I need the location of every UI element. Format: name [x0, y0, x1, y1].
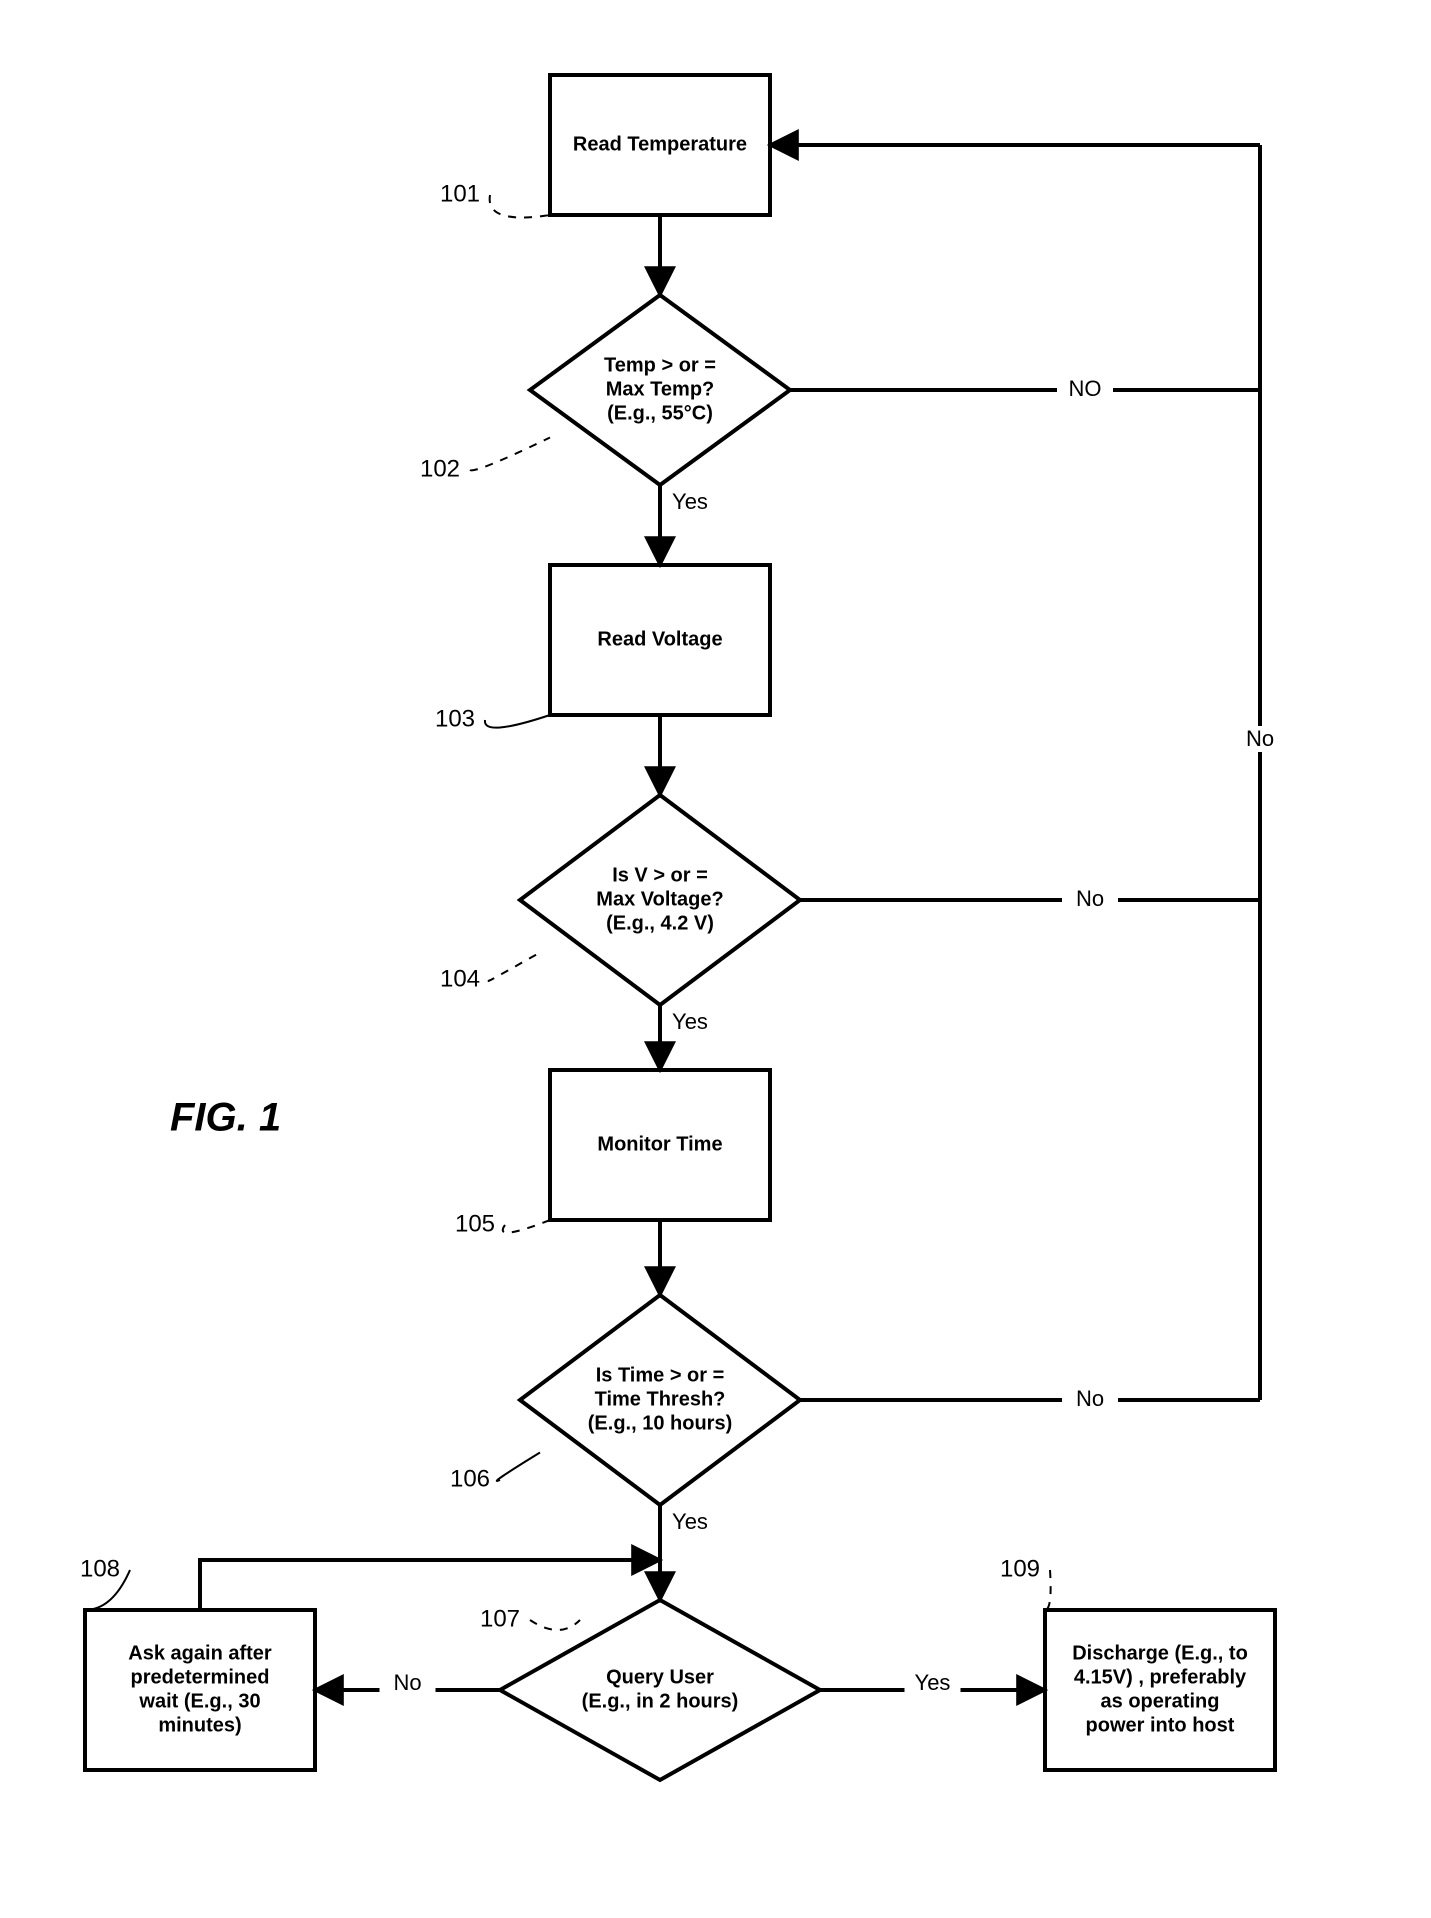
ref-leader-106 [497, 1453, 540, 1481]
svg-text:105: 105 [455, 1210, 495, 1237]
svg-text:(E.g., 55°C): (E.g., 55°C) [607, 402, 713, 424]
svg-text:Yes: Yes [672, 489, 708, 514]
svg-text:Yes: Yes [915, 1670, 951, 1695]
svg-text:Is Time > or =: Is Time > or = [596, 1364, 725, 1386]
node-108: Ask again afterpredeterminedwait (E.g., … [85, 1610, 315, 1770]
svg-text:Yes: Yes [672, 1009, 708, 1034]
node-101: Read Temperature [550, 75, 770, 215]
svg-text:Read Voltage: Read Voltage [597, 628, 722, 650]
svg-text:Discharge (E.g., to: Discharge (E.g., to [1072, 1642, 1248, 1664]
svg-text:(E.g., 4.2 V): (E.g., 4.2 V) [606, 912, 714, 934]
svg-text:FIG. 1: FIG. 1 [170, 1096, 281, 1140]
node-104: Is V > or =Max Voltage?(E.g., 4.2 V) [520, 795, 800, 1005]
node-109: Discharge (E.g., to4.15V) , preferablyas… [1045, 1610, 1275, 1770]
svg-text:101: 101 [440, 180, 480, 207]
ref-leader-101 [490, 195, 550, 218]
svg-text:107: 107 [480, 1605, 520, 1632]
svg-text:Is V > or =: Is V > or = [612, 864, 708, 886]
node-105: Monitor Time [550, 1070, 770, 1220]
svg-text:Yes: Yes [672, 1509, 708, 1534]
node-106: Is Time > or =Time Thresh?(E.g., 10 hour… [520, 1295, 800, 1505]
svg-text:Ask again after: Ask again after [128, 1642, 272, 1664]
svg-text:Query User: Query User [606, 1666, 714, 1688]
ref-leader-103 [485, 715, 550, 728]
node-103: Read Voltage [550, 565, 770, 715]
node-102: Temp > or =Max Temp?(E.g., 55°C) [530, 295, 790, 485]
svg-text:102: 102 [420, 455, 460, 482]
svg-text:Max Voltage?: Max Voltage? [596, 888, 723, 910]
svg-text:No: No [1076, 1386, 1104, 1411]
svg-text:predetermined: predetermined [131, 1666, 270, 1688]
svg-text:Time Thresh?: Time Thresh? [595, 1388, 726, 1410]
svg-text:Max Temp?: Max Temp? [606, 378, 715, 400]
svg-text:109: 109 [1000, 1555, 1040, 1582]
svg-text:as operating: as operating [1101, 1690, 1220, 1712]
svg-text:Read Temperature: Read Temperature [573, 133, 747, 155]
svg-text:Monitor Time: Monitor Time [597, 1133, 722, 1155]
svg-text:wait (E.g., 30: wait (E.g., 30 [138, 1690, 260, 1712]
svg-text:104: 104 [440, 965, 480, 992]
node-107: Query User(E.g., in 2 hours) [500, 1600, 820, 1780]
ref-leader-102 [470, 438, 550, 471]
svg-text:106: 106 [450, 1465, 490, 1492]
svg-text:Temp > or =: Temp > or = [604, 354, 716, 376]
svg-text:power into host: power into host [1086, 1714, 1235, 1736]
svg-text:108: 108 [80, 1555, 120, 1582]
svg-text:4.15V) , preferably: 4.15V) , preferably [1074, 1666, 1247, 1688]
ref-leader-107 [530, 1620, 580, 1630]
svg-text:No: No [1246, 726, 1274, 751]
svg-text:No: No [1076, 886, 1104, 911]
ref-leader-104 [489, 953, 540, 981]
svg-text:(E.g., 10 hours): (E.g., 10 hours) [588, 1412, 732, 1434]
ref-leader-109 [1045, 1570, 1051, 1610]
loopback-108-107 [200, 1560, 660, 1610]
svg-text:minutes): minutes) [158, 1714, 241, 1736]
svg-text:(E.g., in 2 hours): (E.g., in 2 hours) [582, 1690, 739, 1712]
svg-text:NO: NO [1069, 376, 1102, 401]
ref-leader-105 [503, 1220, 550, 1233]
svg-text:103: 103 [435, 705, 475, 732]
svg-text:No: No [393, 1670, 421, 1695]
